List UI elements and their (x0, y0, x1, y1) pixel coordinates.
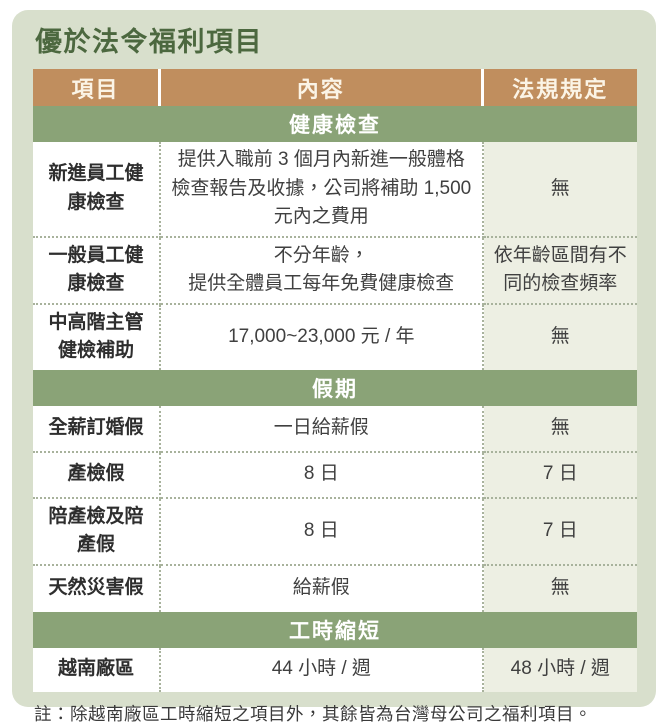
content-cell: 給薪假 (161, 565, 484, 612)
item-cell: 天然災害假 (33, 565, 162, 612)
item-cell: 中高階主管健檢補助 (33, 304, 162, 370)
section-header-working-hours: 工時縮短 (33, 611, 637, 648)
section-header-leave: 假期 (33, 369, 637, 406)
regulation-cell: 依年齡區間有不同的檢查頻率 (483, 237, 637, 305)
item-cell: 一般員工健康檢查 (33, 237, 162, 305)
column-header-regulation: 法規規定 (483, 69, 637, 107)
item-cell: 陪產檢及陪產假 (33, 498, 162, 566)
regulation-cell: 無 (483, 304, 637, 370)
content-cell: 8 日 (161, 498, 484, 566)
footnote: 註：除越南廠區工時縮短之項目外，其餘皆為台灣母公司之福利項目。 (34, 703, 592, 724)
regulation-cell: 7 日 (483, 498, 637, 566)
regulation-cell: 7 日 (483, 452, 637, 499)
section-header-health-check: 健康檢查 (33, 106, 637, 143)
item-cell: 全薪訂婚假 (33, 405, 162, 453)
column-header-item: 項目 (33, 69, 162, 107)
item-cell: 新進員工健康檢查 (33, 142, 162, 238)
section-title: 健康檢查 (33, 106, 637, 143)
regulation-cell: 48 小時 / 週 (483, 647, 637, 692)
item-cell: 越南廠區 (33, 647, 162, 692)
section-title: 假期 (33, 369, 637, 406)
column-header-content: 內容 (161, 69, 484, 107)
table-row: 新進員工健康檢查 提供入職前 3 個月內新進一般體格檢查報告及收據，公司將補助 … (33, 142, 637, 238)
regulation-cell: 無 (483, 565, 637, 612)
table-row: 中高階主管健檢補助 17,000~23,000 元 / 年 無 (33, 304, 637, 370)
regulation-cell: 無 (483, 405, 637, 453)
content-cell: 17,000~23,000 元 / 年 (161, 304, 484, 370)
benefits-card: 優於法令福利項目 項目 內容 法規規定 健康檢查 新進員工健康檢查 提供入職前 … (12, 10, 656, 724)
benefits-table: 項目 內容 法規規定 健康檢查 新進員工健康檢查 提供入職前 3 個月內新進一般… (33, 69, 637, 692)
page-title: 優於法令福利項目 (35, 27, 263, 57)
item-cell: 產檢假 (33, 452, 162, 499)
table-row: 越南廠區 44 小時 / 週 48 小時 / 週 (33, 647, 637, 692)
section-title: 工時縮短 (33, 611, 637, 648)
table-row: 一般員工健康檢查 不分年齡， 提供全體員工每年免費健康檢查 依年齡區間有不同的檢… (33, 237, 637, 305)
table-header-row: 項目 內容 法規規定 (33, 69, 637, 107)
table-row: 天然災害假 給薪假 無 (33, 565, 637, 612)
table-row: 全薪訂婚假 一日給薪假 無 (33, 405, 637, 453)
content-cell: 一日給薪假 (161, 405, 484, 453)
regulation-cell: 無 (483, 142, 637, 238)
content-cell: 提供入職前 3 個月內新進一般體格檢查報告及收據，公司將補助 1,500 元內之… (161, 142, 484, 238)
table-row: 陪產檢及陪產假 8 日 7 日 (33, 498, 637, 566)
content-cell: 8 日 (161, 452, 484, 499)
content-cell: 不分年齡， 提供全體員工每年免費健康檢查 (161, 237, 484, 305)
table-row: 產檢假 8 日 7 日 (33, 452, 637, 499)
content-cell: 44 小時 / 週 (161, 647, 484, 692)
